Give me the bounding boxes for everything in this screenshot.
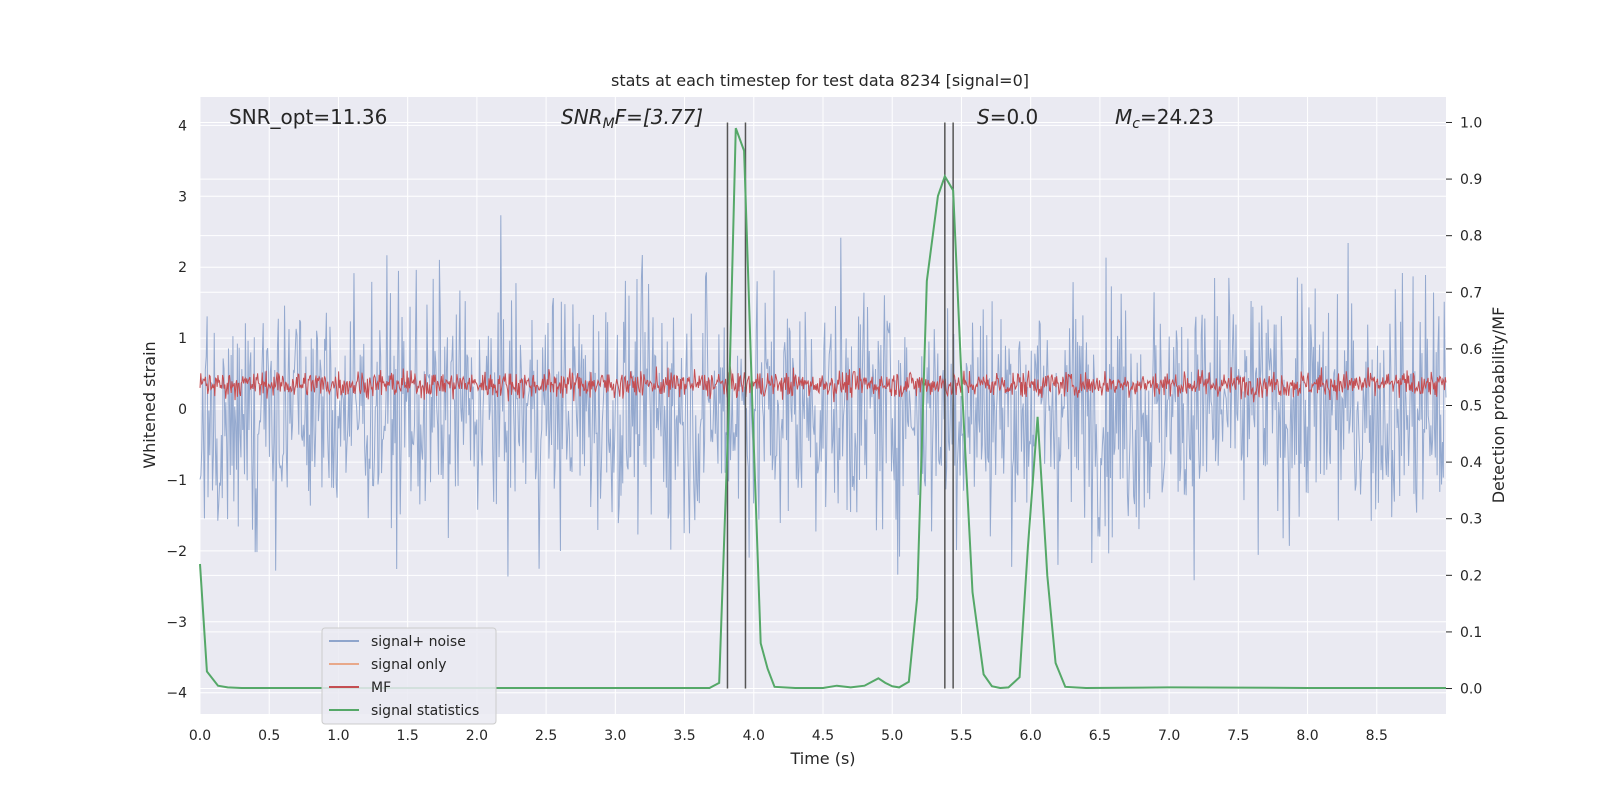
x-tick-label: 1.0 bbox=[327, 728, 349, 744]
x-tick-label: 3.0 bbox=[604, 728, 626, 744]
y-left-tick-label: 1 bbox=[178, 331, 187, 347]
y-right-tick-label: 0.8 bbox=[1460, 229, 1482, 245]
y-right-tick-label: 0.0 bbox=[1460, 682, 1482, 698]
y-left-tick-label: 0 bbox=[178, 402, 187, 418]
snr-mf-rest: F=[3.77] bbox=[615, 105, 703, 129]
x-tick-label: 2.5 bbox=[535, 728, 557, 744]
y-right-tick-label: 0.5 bbox=[1460, 399, 1482, 415]
signal-statistics-series bbox=[199, 127, 1446, 689]
mf-series bbox=[199, 366, 1447, 403]
s-stat-rest: =0.0 bbox=[990, 105, 1039, 129]
x-tick-label: 8.5 bbox=[1366, 728, 1388, 744]
legend-label-signal-only: signal only bbox=[371, 657, 446, 673]
mc-main: M bbox=[1115, 105, 1132, 129]
x-axis-label: Time (s) bbox=[789, 749, 855, 768]
x-tick-label: 5.0 bbox=[881, 728, 903, 744]
y-left-tick-label: −4 bbox=[166, 686, 187, 702]
x-tick-label: 5.5 bbox=[950, 728, 972, 744]
x-tick-label: 6.5 bbox=[1089, 728, 1111, 744]
x-tick-label: 6.0 bbox=[1020, 728, 1042, 744]
x-tick-label: 7.0 bbox=[1158, 728, 1180, 744]
legend: signal+ noise signal only MF signal stat… bbox=[321, 627, 497, 725]
signal-statistics-line bbox=[199, 127, 1446, 689]
y-right-axis-label: Detection probability/MF bbox=[1489, 307, 1508, 504]
s-stat-ital: S bbox=[977, 105, 990, 129]
y-right-tick-label: 0.3 bbox=[1460, 512, 1482, 528]
snr-mf-main: SNR bbox=[561, 105, 603, 129]
y-right-tick-label: 0.6 bbox=[1460, 342, 1482, 358]
y-right-tick-label: 0.9 bbox=[1460, 172, 1482, 188]
y-left-tick-label: 3 bbox=[178, 189, 187, 205]
mc-sub: c bbox=[1132, 116, 1140, 132]
x-tick-label: 8.0 bbox=[1296, 728, 1318, 744]
legend-label-mf: MF bbox=[371, 680, 391, 696]
y-left-tick-label: −3 bbox=[166, 615, 187, 631]
y-right-tick-label: 1.0 bbox=[1460, 115, 1482, 131]
x-tick-label: 1.5 bbox=[397, 728, 419, 744]
y-right-tick-label: 0.7 bbox=[1460, 285, 1482, 301]
mc-annotation: Mc=24.23 bbox=[1115, 105, 1214, 132]
s-stat-annotation: S=0.0 bbox=[977, 105, 1038, 129]
x-tick-label: 0.5 bbox=[258, 728, 280, 744]
snr-mf-sub: M bbox=[603, 116, 615, 132]
y-right-tick-label: 0.2 bbox=[1460, 568, 1482, 584]
mc-rest: =24.23 bbox=[1140, 105, 1214, 129]
x-tick-label: 2.0 bbox=[466, 728, 488, 744]
y-right-tick-label: 0.1 bbox=[1460, 625, 1482, 641]
x-tick-label: 4.0 bbox=[743, 728, 765, 744]
x-tick-label: 7.5 bbox=[1227, 728, 1249, 744]
y-left-axis-label: Whitened strain bbox=[140, 341, 159, 468]
mf-line bbox=[199, 366, 1447, 403]
x-tick-label: 3.5 bbox=[673, 728, 695, 744]
legend-label-statistics: signal statistics bbox=[371, 703, 479, 719]
legend-label-noise: signal+ noise bbox=[371, 634, 466, 650]
y-left-tick-label: −1 bbox=[166, 473, 187, 489]
chart-title: stats at each timestep for test data 823… bbox=[611, 71, 1029, 90]
x-tick-label: 0.0 bbox=[189, 728, 211, 744]
y-left-tick-label: −2 bbox=[166, 544, 187, 560]
snr-mf-annotation: SNRMF=[3.77] bbox=[561, 105, 703, 132]
y-left-axis-ticks: 4 3 2 1 0 −1 −2 −3 −4 bbox=[166, 118, 187, 701]
x-tick-label: 4.5 bbox=[812, 728, 834, 744]
snr-opt-annotation: SNR_opt=11.36 bbox=[229, 105, 387, 129]
y-left-tick-label: 4 bbox=[178, 118, 187, 134]
legend-box bbox=[321, 627, 497, 725]
y-right-tick-label: 0.4 bbox=[1460, 455, 1482, 471]
x-axis-ticks: 0.0 0.5 1.0 1.5 2.0 2.5 3.0 3.5 4.0 4.5 5.0 5.5 6.0 6… bbox=[189, 728, 1388, 744]
y-right-axis-ticks: 1.0 0.9 0.8 0.7 0.6 0.5 0.4 0.3 0.2 0.1 0.0 bbox=[1446, 115, 1482, 698]
y-left-tick-label: 2 bbox=[178, 260, 187, 276]
